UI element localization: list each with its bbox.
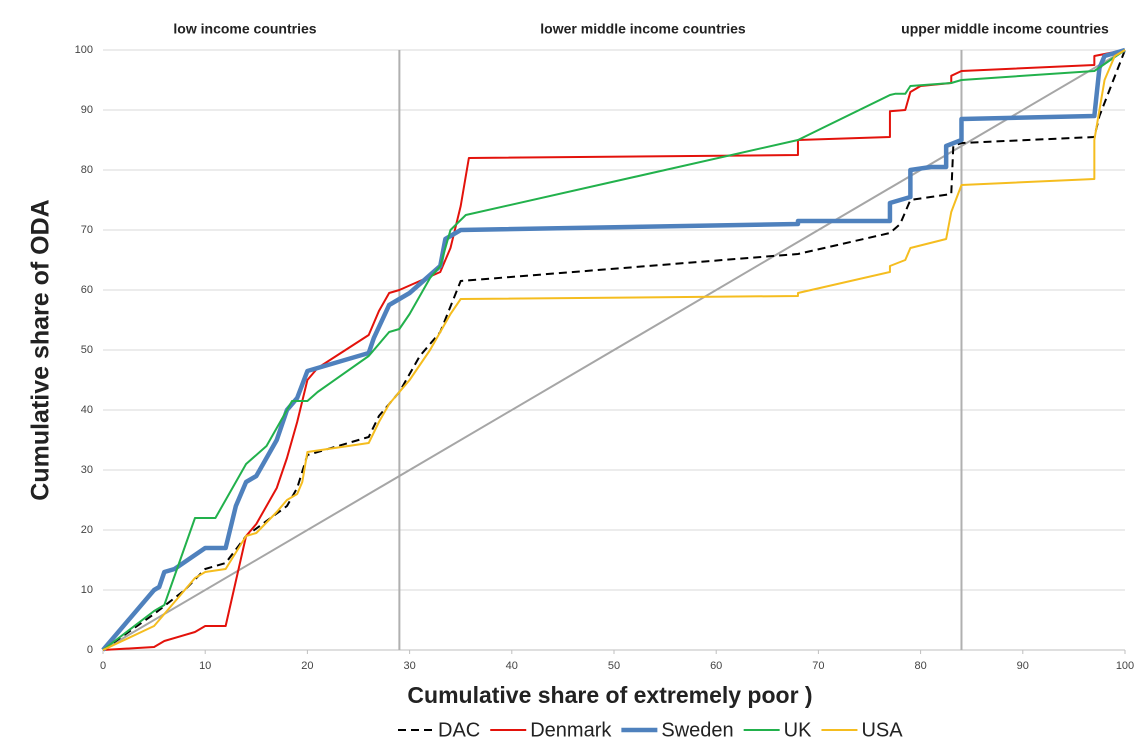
section-label: low income countries [173,21,316,37]
x-tick-label: 0 [100,660,106,672]
legend-label: USA [861,719,903,741]
x-tick-label: 90 [1017,660,1029,672]
x-tick-label: 50 [608,660,620,672]
legend-label: Sweden [661,719,733,741]
y-tick-label: 0 [87,644,93,656]
y-tick-label: 80 [81,164,93,176]
y-tick-label: 40 [81,404,93,416]
legend-label: UK [784,719,812,741]
y-tick-label: 30 [81,464,93,476]
legend-label: Denmark [530,719,612,741]
data-line [101,47,1126,652]
y-axis-label: Cumulative share of ODA [27,199,55,500]
y-tick-label: 10 [81,584,93,596]
y-tick-label: 70 [81,224,93,236]
x-tick-label: 40 [506,660,518,672]
y-tick-label: 20 [81,524,93,536]
legend-label: DAC [438,719,480,741]
section-label: lower middle income countries [540,21,746,37]
x-tick-label: 20 [301,660,313,672]
x-tick-label: 10 [199,660,211,672]
y-tick-label: 50 [81,344,93,356]
x-tick-label: 70 [812,660,824,672]
x-axis-label: Cumulative share of extremely poor ) [407,682,812,708]
y-tick-label: 60 [81,284,93,296]
x-tick-label: 100 [1116,660,1134,672]
y-tick-label: 100 [75,44,93,56]
data-line [102,49,1126,651]
x-tick-label: 80 [914,660,926,672]
y-tick-label: 90 [81,104,93,116]
data-line [102,49,1126,651]
data-line [102,49,1126,651]
section-label: upper middle income countries [901,21,1109,37]
x-tick-label: 60 [710,660,722,672]
x-tick-label: 30 [403,660,415,672]
